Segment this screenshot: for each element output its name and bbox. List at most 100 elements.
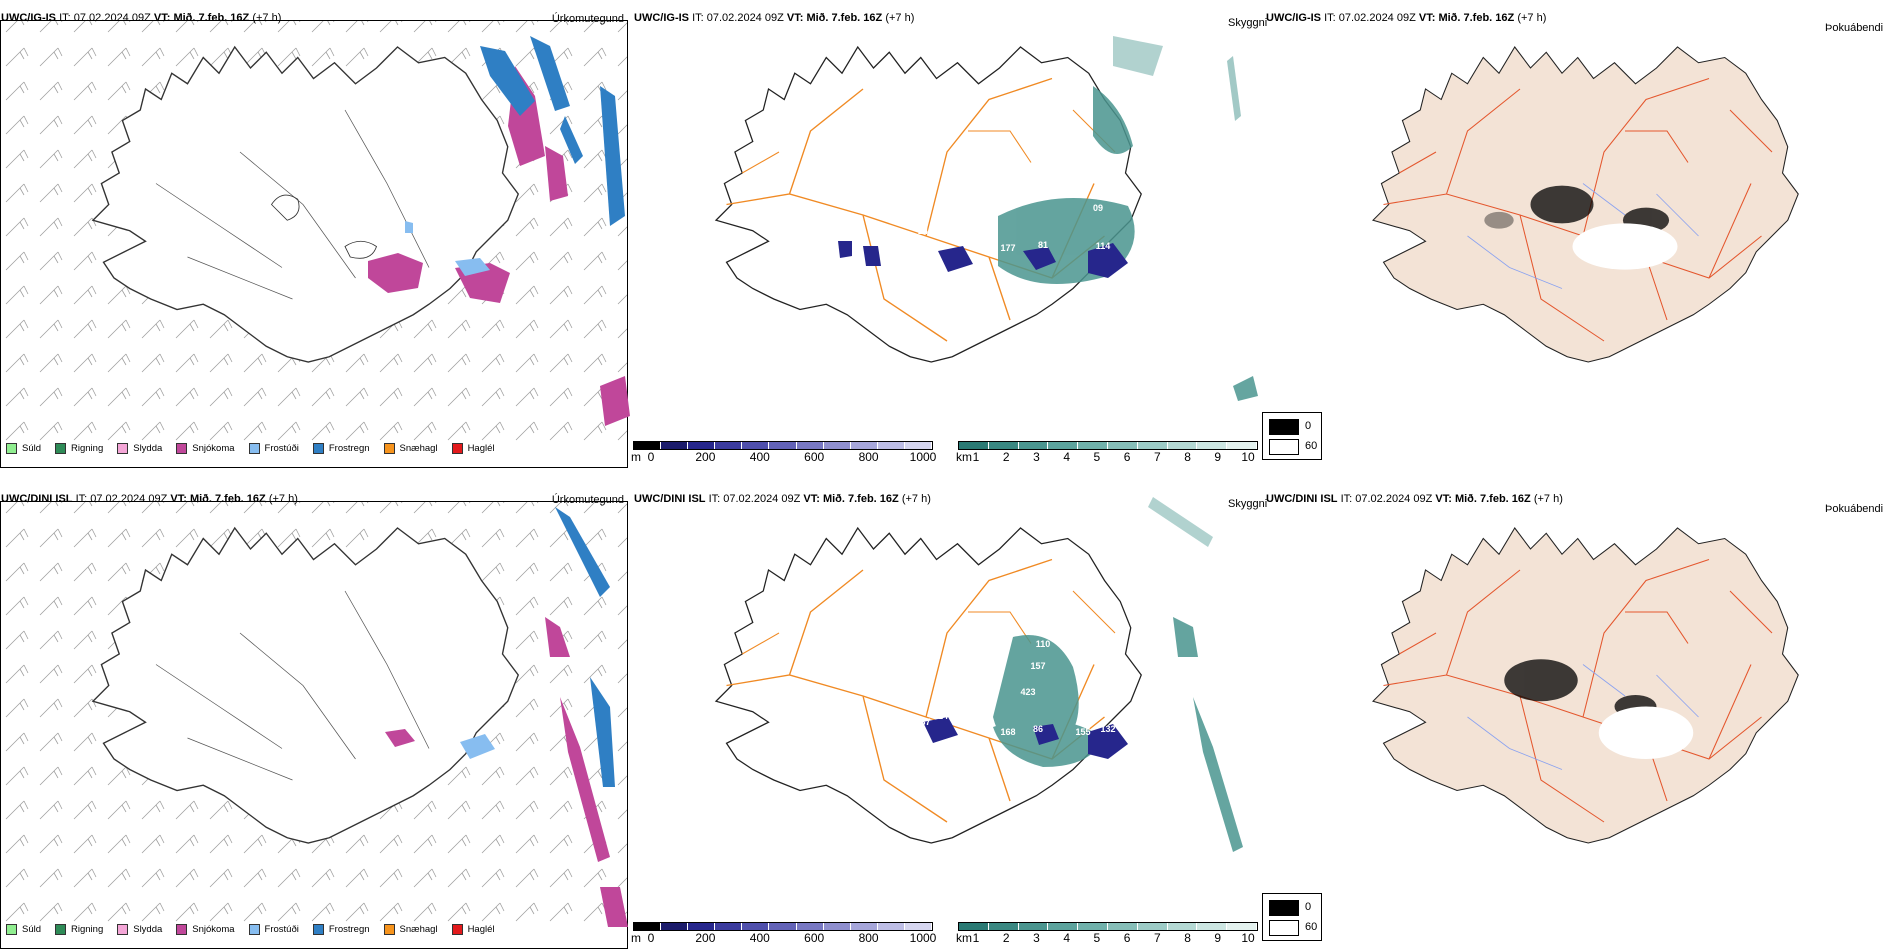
colorbar-segment: [661, 442, 689, 449]
colorbar-segment: [688, 923, 716, 930]
precip-legend-label: Frostregn: [328, 924, 370, 935]
colorbar-segment: [959, 442, 989, 449]
colorbar-tick-label: 3: [1033, 931, 1040, 945]
precip-legend-item: Frostregn: [312, 443, 370, 454]
vt-label: VT:: [786, 12, 804, 24]
fog-legend-bottom-label: 60: [1305, 921, 1318, 933]
model-name: UWC/DINI ISL: [634, 493, 706, 505]
visibility-value-label: 54: [878, 711, 888, 721]
precip-type-panel-row2: UWC/DINI ISL IT: 07.02.2024 09Z VT: Mið.…: [0, 487, 630, 952]
colorbar-segment: [796, 442, 824, 449]
precip-legend-item: Slydda: [117, 443, 162, 454]
colorbar-tick-label: 200: [695, 931, 716, 945]
precip-legend: Súld Rigning Slydda Snjókoma Frostúði Frostre…: [6, 924, 495, 935]
vt-value: Mið. 7.feb. 16Z: [189, 493, 266, 505]
colorbar-ticks: 0 200 400 600 800 1000: [633, 450, 937, 464]
colorbar-segment: [715, 442, 743, 449]
fog-legend-top-label: 0: [1305, 901, 1312, 913]
visibility-value-label: 09: [1093, 203, 1103, 213]
precip-type-map: [1, 21, 630, 451]
visibility-value-label: 14: [1108, 183, 1118, 193]
vt-label: VT:: [803, 493, 820, 505]
visibility-value-label: 86: [1033, 724, 1043, 734]
colorbar-segment: [823, 442, 851, 449]
fog-legend-black-box: [1269, 900, 1299, 916]
colorbar-tick-label: 8: [1184, 450, 1191, 464]
colorbar-unit: m: [631, 931, 641, 945]
model-name: UWC/IG-IS: [634, 12, 689, 24]
precip-legend-label: Frostúði: [264, 443, 299, 454]
fog-index-map: [1372, 527, 1799, 844]
fog-index-panel-row1: UWC/IG-IS IT: 07.02.2024 09Z VT: Mið. 7.…: [1265, 6, 1895, 471]
colorbar-tick-label: 800: [858, 931, 879, 945]
precip-legend-swatch: [248, 924, 260, 935]
colorbar-segment: [904, 442, 933, 449]
precip-legend-swatch: [6, 443, 17, 454]
colorbar-tick-label: 8: [1184, 931, 1191, 945]
panel-header: UWC/DINI ISL IT: 07.02.2024 09Z VT: Mið.…: [634, 493, 931, 505]
visibility-value-label: 24: [918, 226, 928, 236]
forecast-offset: (+7 h): [268, 493, 298, 505]
colorbar-tick-label: 2: [1002, 931, 1010, 945]
precip-legend-item: Súld: [6, 443, 41, 454]
precip-legend-swatch: [248, 443, 260, 454]
precip-legend-item: Snæhagl: [383, 443, 438, 454]
it-label: IT:: [1340, 493, 1353, 505]
colorbar-segment: [1107, 442, 1138, 449]
colorbar-segment: [877, 442, 905, 449]
colorbar-segment: [742, 442, 770, 449]
colorbar-tick-label: 400: [749, 450, 770, 464]
precip-legend-label: Rigning: [71, 924, 104, 935]
panel-header: UWC/DINI ISL IT: 07.02.2024 09Z VT: Mið.…: [1266, 493, 1563, 505]
precip-legend-swatch: [176, 924, 188, 935]
colorbar-tick-label: 5: [1093, 931, 1101, 945]
colorbar-segment: [1197, 442, 1228, 449]
it-value: 07.02.2024 09Z: [723, 493, 801, 505]
visibility-value-label: 132: [1100, 724, 1115, 734]
colorbar-segment: [959, 923, 989, 930]
colorbar-segment: [634, 442, 662, 449]
precip-legend-item: Snæhagl: [383, 924, 438, 935]
visibility-panel-row1: 60 32 14 09 10 24 41 15 177 81 114 13 16 UWC/IG-IS I…: [631, 6, 1267, 471]
visibility-value-label: 157: [1030, 661, 1045, 671]
visibility-value-label: 15: [978, 229, 988, 239]
it-value: 07.02.2024 09Z: [706, 12, 784, 24]
visibility-value-label: 110: [1036, 639, 1051, 649]
it-value: 07.02.2024 09Z: [90, 493, 168, 505]
colorbar-segment: [823, 923, 851, 930]
colorbar-segment: [769, 442, 797, 449]
fog-index-map: [1372, 46, 1799, 363]
colorbar-segment: [1078, 442, 1108, 449]
precip-legend-swatch: [55, 924, 67, 935]
precip-legend-item: Rigning: [55, 924, 103, 935]
forecast-offset: (+7 h): [1517, 12, 1547, 24]
precip-legend-swatch: [312, 924, 324, 935]
precip-legend-item: Haglél: [451, 443, 495, 454]
precip-type-panel-row1: UWC/IG-IS IT: 07.02.2024 09Z VT: Mið. 7.…: [0, 6, 630, 471]
precip-legend-swatch: [176, 443, 188, 454]
colorbar-segment: [850, 442, 878, 449]
colorbar-segment: [796, 923, 824, 930]
it-label: IT:: [59, 12, 71, 24]
visibility-value-label: 14: [938, 711, 948, 721]
forecast-offset: (+7 h): [885, 12, 915, 24]
it-value: 07.02.2024 09Z: [1355, 493, 1433, 505]
fog-legend-bottom-label: 60: [1305, 440, 1318, 452]
fog-index-panel-row2: UWC/DINI ISL IT: 07.02.2024 09Z VT: Mið.…: [1265, 487, 1895, 952]
colorbar-segment: [1167, 442, 1198, 449]
precip-legend-label: Haglél: [467, 924, 495, 935]
colorbar-tick-label: 4: [1063, 450, 1070, 464]
colorbar-tick-label: 400: [749, 931, 770, 945]
colorbar-tick-label: 9: [1214, 450, 1222, 464]
colorbar-segment: [877, 923, 905, 930]
it-label: IT:: [708, 493, 721, 505]
panel-title: Skyggni: [1228, 498, 1268, 510]
vt-value: Mið. 7.feb. 16Z: [806, 12, 883, 24]
colorbar-ticks: 0 200 400 600 800 1000: [633, 931, 937, 945]
vt-label: VT:: [1418, 12, 1436, 24]
colorbar-tick-label: 1: [972, 931, 980, 945]
colorbar-tick-label: 9: [1214, 931, 1222, 945]
visibility-value-labels: 19 88 110 157 423 80 168 86 155 132 137 14 54: [878, 577, 1168, 737]
panel-title: Úrkomutegund: [551, 494, 624, 506]
visibility-value-label: 16: [740, 211, 750, 221]
